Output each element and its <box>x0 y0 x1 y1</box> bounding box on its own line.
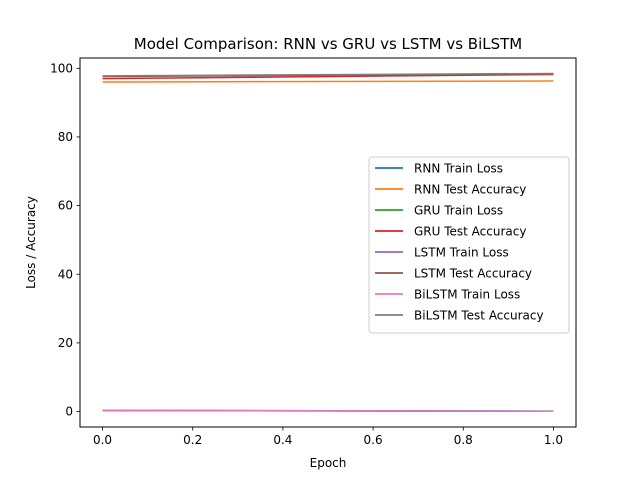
x-tick-label: 0.6 <box>364 433 383 447</box>
series-line-1 <box>102 80 554 83</box>
legend-entry-label: RNN Train Loss <box>414 162 503 176</box>
y-tick-label: 100 <box>50 61 73 75</box>
x-tick-label: 0.4 <box>273 433 292 447</box>
legend-entry-label: RNN Test Accuracy <box>414 183 526 197</box>
plot-lines <box>102 72 554 413</box>
y-tick-label: 0 <box>65 405 73 419</box>
legend-entry-label: BiLSTM Train Loss <box>414 288 520 302</box>
x-tick-label: 0.8 <box>454 433 473 447</box>
legend-box <box>368 156 570 334</box>
plot-frame <box>79 57 577 428</box>
x-axis-ticks: 0.0 0.2 0.4 0.6 0.8 1.0 <box>93 427 563 447</box>
y-tick-label: 40 <box>58 267 73 281</box>
chart-title: Model Comparison: RNN vs GRU vs LSTM vs … <box>134 35 522 53</box>
y-tick-label: 20 <box>58 336 73 350</box>
x-tick-label: 1.0 <box>544 433 563 447</box>
x-tick-label: 0.0 <box>93 433 112 447</box>
legend-entry-label: GRU Test Accuracy <box>414 225 526 239</box>
y-axis-label: Loss / Accuracy <box>24 196 38 289</box>
legend-entry-label: LSTM Train Loss <box>414 246 509 260</box>
y-axis-ticks: 0 20 40 60 80 100 <box>50 61 80 419</box>
legend-entry-label: GRU Train Loss <box>414 204 503 218</box>
x-axis-label: Epoch <box>310 456 347 470</box>
legend-entry-label: BiLSTM Test Accuracy <box>414 309 544 323</box>
series-line-7 <box>102 72 554 77</box>
legend-entry-label: LSTM Test Accuracy <box>414 267 532 281</box>
x-tick-label: 0.2 <box>183 433 202 447</box>
legend: RNN Train Loss RNN Test Accuracy GRU Train… <box>368 156 570 334</box>
series-line-6 <box>102 409 554 412</box>
y-tick-label: 80 <box>58 130 73 144</box>
y-tick-label: 60 <box>58 199 73 213</box>
series-line-3 <box>102 73 554 80</box>
